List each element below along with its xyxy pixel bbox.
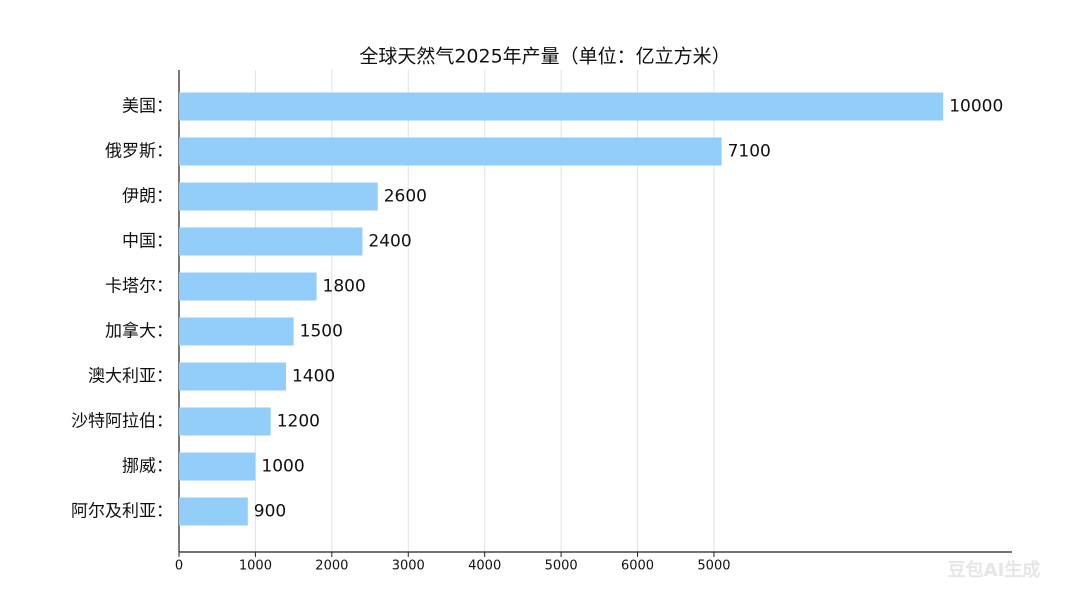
x-tick-label: 4000: [468, 559, 501, 574]
bar: [179, 317, 294, 346]
data-label: 7100: [728, 142, 771, 162]
x-tick-label: 5000: [545, 559, 578, 574]
x-tick-label: 1000: [239, 559, 272, 574]
x-tick-label: 3000: [392, 559, 425, 574]
data-label: 10000: [949, 97, 1003, 117]
data-label: 1200: [277, 412, 320, 432]
data-label: 2400: [368, 232, 411, 252]
data-label: 1400: [292, 367, 335, 387]
bar: [179, 407, 271, 436]
y-tick-label: 卡塔尔：: [105, 277, 173, 297]
bar: [179, 497, 248, 526]
y-tick-label: 美国：: [122, 97, 173, 117]
bar: [179, 362, 286, 391]
y-tick-label: 加拿大：: [105, 321, 173, 342]
y-tick-label: 阿尔及利亚：: [71, 502, 173, 522]
x-tick-label: 6000: [621, 559, 654, 574]
y-tick-label: 澳大利亚：: [88, 367, 173, 387]
x-tick-label: 5000: [697, 559, 730, 574]
y-tick-label: 俄罗斯：: [105, 142, 173, 162]
y-tick-label: 挪威：: [122, 457, 173, 477]
bar: [179, 92, 944, 121]
x-tick-label: 2000: [315, 559, 348, 574]
y-tick-label: 沙特阿拉伯：: [71, 412, 173, 432]
bar: [179, 137, 722, 166]
data-label: 2600: [384, 187, 427, 207]
chart-title: 全球天然气2025年产量（单位：亿立方米）: [359, 46, 730, 68]
data-label: 1500: [300, 322, 343, 342]
bar: [179, 182, 378, 211]
data-label: 1800: [323, 277, 366, 297]
bar: [179, 227, 363, 256]
bar: [179, 452, 256, 481]
watermark: 豆包AI生成: [948, 559, 1041, 581]
bar: [179, 272, 317, 301]
data-label: 1000: [261, 457, 304, 477]
y-tick-label: 伊朗：: [122, 187, 173, 207]
data-label: 900: [254, 502, 286, 522]
x-tick-label: 0: [175, 559, 183, 574]
y-tick-label: 中国：: [122, 232, 173, 252]
